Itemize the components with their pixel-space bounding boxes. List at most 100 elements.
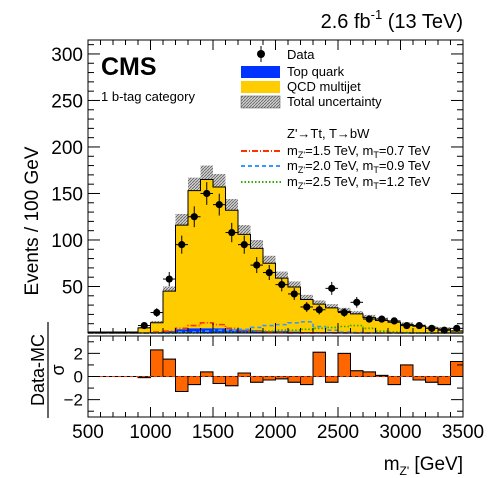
pull-bar: [250, 376, 264, 383]
data-point: [440, 326, 448, 334]
ratio-axis-title-top: Data-MC: [28, 334, 48, 406]
top-quark-bar: [288, 331, 301, 333]
pull-bar: [287, 376, 301, 383]
qcd-bar: [188, 190, 201, 329]
pull-bar: [412, 376, 426, 381]
pull-bar: [187, 376, 201, 386]
data-point: [240, 241, 248, 249]
qcd-bar: [375, 320, 388, 333]
legend-signal1-label: mZ'=1.5 TeV, mT=0.7 TeV: [287, 143, 431, 160]
data-point: [265, 268, 273, 277]
legend-qcd-label: QCD multijet: [287, 79, 361, 94]
ratio-panel: 2 0 −2 500 1000 1500 2000 2500 3000 3500: [64, 335, 484, 443]
pull-bar: [225, 376, 239, 387]
top-quark-bar: [163, 331, 176, 333]
main-axes: 50 100 150 200 250 300: [51, 39, 464, 334]
qcd-bar: [138, 327, 151, 333]
y-tick-label: 50: [62, 277, 83, 298]
data-point: [178, 241, 186, 249]
qcd-bar: [213, 186, 226, 329]
qcd-bar: [250, 248, 263, 331]
y-tick-label: 300: [51, 45, 83, 66]
legend-signal2-label: mZ'=2.0 TeV, mT=0.9 TeV: [287, 158, 431, 175]
ratio-axis-title: Data-MC σ: [28, 322, 68, 418]
legend-top-entry: Top quark: [241, 64, 345, 79]
legend-data-label: Data: [287, 47, 315, 62]
y-axis-title: Events / 100 GeV: [22, 146, 43, 295]
pull-bar: [325, 376, 339, 383]
top-quark-bar: [225, 329, 238, 333]
pull-bar: [337, 352, 351, 377]
qcd-bar: [288, 286, 301, 332]
qcd-bar: [238, 234, 251, 331]
x-axis-title: mZ' [GeV]: [384, 454, 463, 478]
x-tick-label: 500: [72, 422, 104, 443]
qcd-bar: [450, 331, 463, 333]
data-point: [215, 201, 223, 209]
pull-bar: [400, 364, 414, 377]
legend-uncertainty-label: Total uncertainty: [287, 94, 382, 109]
x-tick-label: 3500: [442, 422, 484, 443]
qcd-bar: [388, 322, 401, 333]
data-point: [203, 189, 211, 198]
data-point: [353, 298, 361, 306]
data-points: [88, 182, 463, 334]
legend-qcd-swatch: [241, 81, 280, 93]
pull-bar: [312, 351, 326, 377]
pull-outline: [88, 349, 463, 393]
data-point: [253, 261, 261, 269]
legend-signal1-entry: mZ'=1.5 TeV, mT=0.7 TeV: [241, 143, 431, 160]
y-tick-label: 100: [51, 231, 83, 252]
y-tick-label: 250: [51, 91, 83, 112]
main-stack: [88, 165, 464, 334]
pull-bar: [450, 361, 464, 377]
data-point: [378, 315, 386, 323]
x-tick-label: 1000: [129, 422, 171, 443]
data-point: [365, 315, 373, 323]
pull-bar: [300, 376, 314, 386]
qcd-bar: [200, 179, 213, 329]
qcd-bar: [413, 326, 426, 333]
y-tick-label: 200: [51, 138, 83, 159]
data-point: [290, 290, 298, 298]
data-point: [190, 213, 198, 221]
legend-qcd-entry: QCD multijet: [241, 79, 361, 94]
data-point: [278, 281, 286, 289]
pull-bar: [437, 376, 451, 386]
ratio-tick-label: 2: [74, 344, 83, 363]
data-point: [303, 303, 311, 311]
data-point: [340, 308, 348, 317]
y-tick-label: 150: [51, 184, 83, 205]
pull-bar: [175, 376, 189, 392]
pull-bar: [262, 376, 276, 381]
legend-top-swatch: [241, 66, 280, 78]
legend-data-entry: Data: [257, 46, 315, 62]
legend-signal3-label: mZ'=2.5 TeV, mT=1.2 TeV: [287, 174, 431, 191]
qcd-bar: [275, 278, 288, 332]
data-point: [453, 324, 461, 332]
data-point: [165, 275, 173, 283]
pull-bar: [425, 376, 439, 383]
x-tick-label: 1500: [192, 422, 234, 443]
pull-bar: [237, 372, 251, 377]
cms-label: CMS: [101, 53, 157, 81]
qcd-bar: [350, 313, 363, 333]
data-point: [328, 284, 336, 292]
data-point: [153, 308, 161, 317]
legend-signal2-entry: mZ'=2.0 TeV, mT=0.9 TeV: [241, 158, 431, 175]
ratio-tick-label: −2: [64, 391, 83, 410]
qcd-bar: [150, 322, 163, 333]
x-tick-label: 3000: [379, 422, 421, 443]
pull-bar: [162, 358, 176, 377]
pull-bar: [387, 376, 401, 386]
data-point: [140, 321, 148, 330]
ratio-tick-label: 0: [74, 368, 83, 387]
luminosity-label: 2.6 fb-1 (13 TeV): [321, 7, 463, 33]
pull-bar: [200, 371, 214, 377]
qcd-bar: [163, 291, 176, 332]
data-point: [428, 324, 436, 332]
legend-signal3-entry: mZ'=2.5 TeV, mT=1.2 TeV: [241, 174, 431, 191]
data-point: [390, 317, 398, 325]
top-quark-bar: [175, 329, 188, 333]
